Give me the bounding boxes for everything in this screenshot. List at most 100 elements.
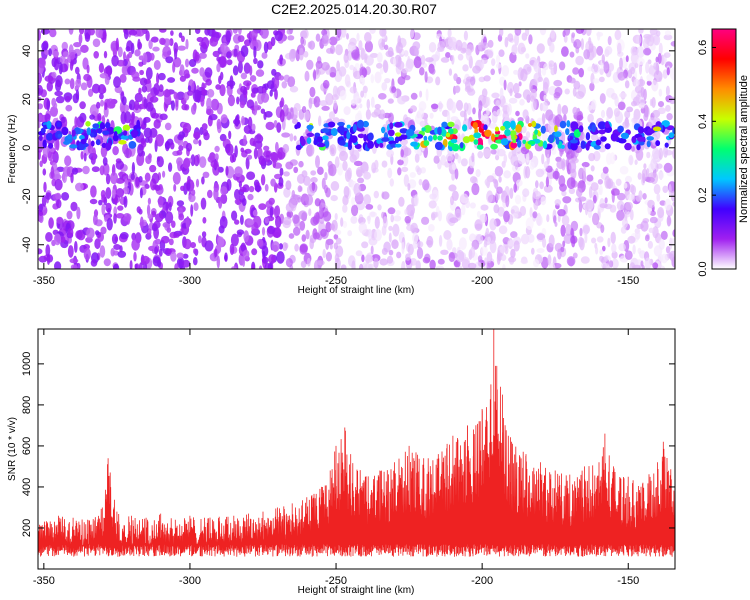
spectrogram-cell (206, 97, 212, 111)
spectrogram-cell (144, 184, 150, 189)
spectrogram-cell (404, 215, 412, 224)
spectrogram-cell (368, 263, 374, 269)
spectrogram-cell (113, 206, 118, 216)
spectrogram-cell (301, 106, 307, 113)
spectrogram-signal-cell (69, 144, 78, 149)
spectrogram-cell (204, 240, 214, 252)
spectrogram-cell (45, 192, 52, 200)
spectrogram-cell (478, 108, 482, 121)
colorbar-tick-label: 0.4 (697, 114, 709, 129)
spectrogram-cell (636, 46, 645, 58)
spectrogram-cell (285, 180, 292, 191)
spectrogram-cell (387, 207, 396, 215)
spectrogram-cell (229, 243, 235, 255)
spectrogram-cell (376, 62, 383, 69)
spectrogram-cell (113, 244, 121, 250)
spectrogram-cell (573, 80, 581, 90)
spectrogram-cell (503, 154, 508, 164)
spectrogram-cell (304, 194, 314, 206)
snr-panel: -350 -300 -250 -200 -150 200 400 600 800 1000 He… (7, 328, 676, 596)
spectrogram-signal-cell (652, 126, 662, 132)
spectrogram-cell (469, 202, 476, 209)
spectrogram-cell (634, 159, 638, 165)
spectrogram-signal-cell (389, 122, 394, 130)
spectrogram-cell (136, 153, 145, 166)
spectrogram-cell (186, 181, 191, 191)
spectrogram-cell (95, 230, 100, 236)
spectrogram-signal-cell (606, 123, 610, 128)
spectrogram-cell (240, 45, 249, 57)
spectrogram-cell (669, 67, 675, 81)
spectrogram-cell (314, 212, 320, 222)
spectrogram-cell (325, 187, 331, 198)
spectrogram-cell (243, 134, 247, 147)
spectrogram-cell (99, 165, 105, 176)
x-tick-label: -300 (179, 275, 201, 287)
spectrogram-cell (256, 238, 264, 247)
spectrogram-cell (128, 122, 135, 129)
spectrogram-cell (88, 88, 94, 97)
spectrogram-signal-cell (512, 138, 517, 144)
spectrogram-cell (274, 205, 279, 219)
spectrogram-cell (148, 39, 153, 50)
spectrogram-cell (43, 181, 47, 193)
spectrogram-cell (151, 112, 160, 119)
spectrogram-cell (165, 211, 174, 224)
spectrogram-signal-cell (476, 144, 484, 150)
spectrogram-cell (58, 62, 63, 75)
spectrogram-cell (499, 87, 504, 100)
spectrogram-cell (470, 176, 477, 184)
spectrogram-cell (619, 57, 623, 70)
spectrogram-cell (391, 239, 399, 250)
spectrogram-cell (71, 167, 79, 175)
spectrogram-cell (128, 99, 136, 111)
spectrogram-cell (607, 237, 611, 248)
spectrogram-cell (170, 30, 174, 36)
spectrogram-cell (381, 191, 390, 200)
spectrogram-cell (304, 70, 310, 82)
spectrogram-cell (141, 85, 148, 93)
spectrogram-cell (330, 147, 335, 155)
spectrogram-cell (271, 152, 279, 163)
spectrogram-cell (339, 150, 348, 162)
spectrogram-cell (498, 225, 508, 235)
spectrogram-cell (491, 58, 496, 66)
spectrogram-cell (626, 193, 635, 201)
spectrogram-cell (271, 241, 280, 252)
spectrogram-cell (484, 257, 488, 265)
spectrogram-cell (572, 252, 578, 259)
spectrogram-cell (646, 151, 651, 159)
spectrogram-cell (327, 160, 333, 169)
spectrogram-cell (670, 40, 675, 47)
spectrogram-cell (513, 183, 517, 193)
spectrogram-cell (158, 72, 166, 81)
spectrogram-cell (205, 78, 212, 86)
spectrogram-cell (67, 245, 74, 258)
spectrogram-cell (463, 30, 468, 41)
spectrogram-cell (483, 75, 491, 82)
spectrogram-cell (275, 215, 282, 229)
spectrogram-cell (392, 223, 400, 237)
spectrogram-cell (403, 174, 410, 187)
spectrogram-cell (193, 154, 200, 167)
spectrogram-cell (590, 63, 600, 74)
spectrogram-cell (328, 111, 336, 120)
spectrogram-cell (164, 122, 172, 131)
spectrogram-cell (638, 62, 643, 75)
spectrogram-signal-cell (46, 132, 54, 141)
spectrogram-cell (605, 178, 614, 189)
spectrogram-cell (600, 109, 606, 119)
spectrogram-cell (253, 45, 257, 59)
spectrogram-signal-cell (598, 129, 606, 135)
spectrogram-cell (662, 185, 669, 193)
spectrogram-cell (265, 121, 275, 131)
spectrogram-cell (568, 187, 576, 195)
spectrogram-cell (513, 240, 520, 252)
spectrogram-cell (477, 42, 483, 51)
spectrogram-cell (179, 75, 186, 82)
spectrogram-cell (62, 51, 69, 58)
spectrogram-cell (131, 238, 140, 251)
spectrogram-cell (391, 86, 397, 93)
spectrogram-cell (308, 97, 313, 109)
spectrogram-cell (610, 231, 616, 244)
